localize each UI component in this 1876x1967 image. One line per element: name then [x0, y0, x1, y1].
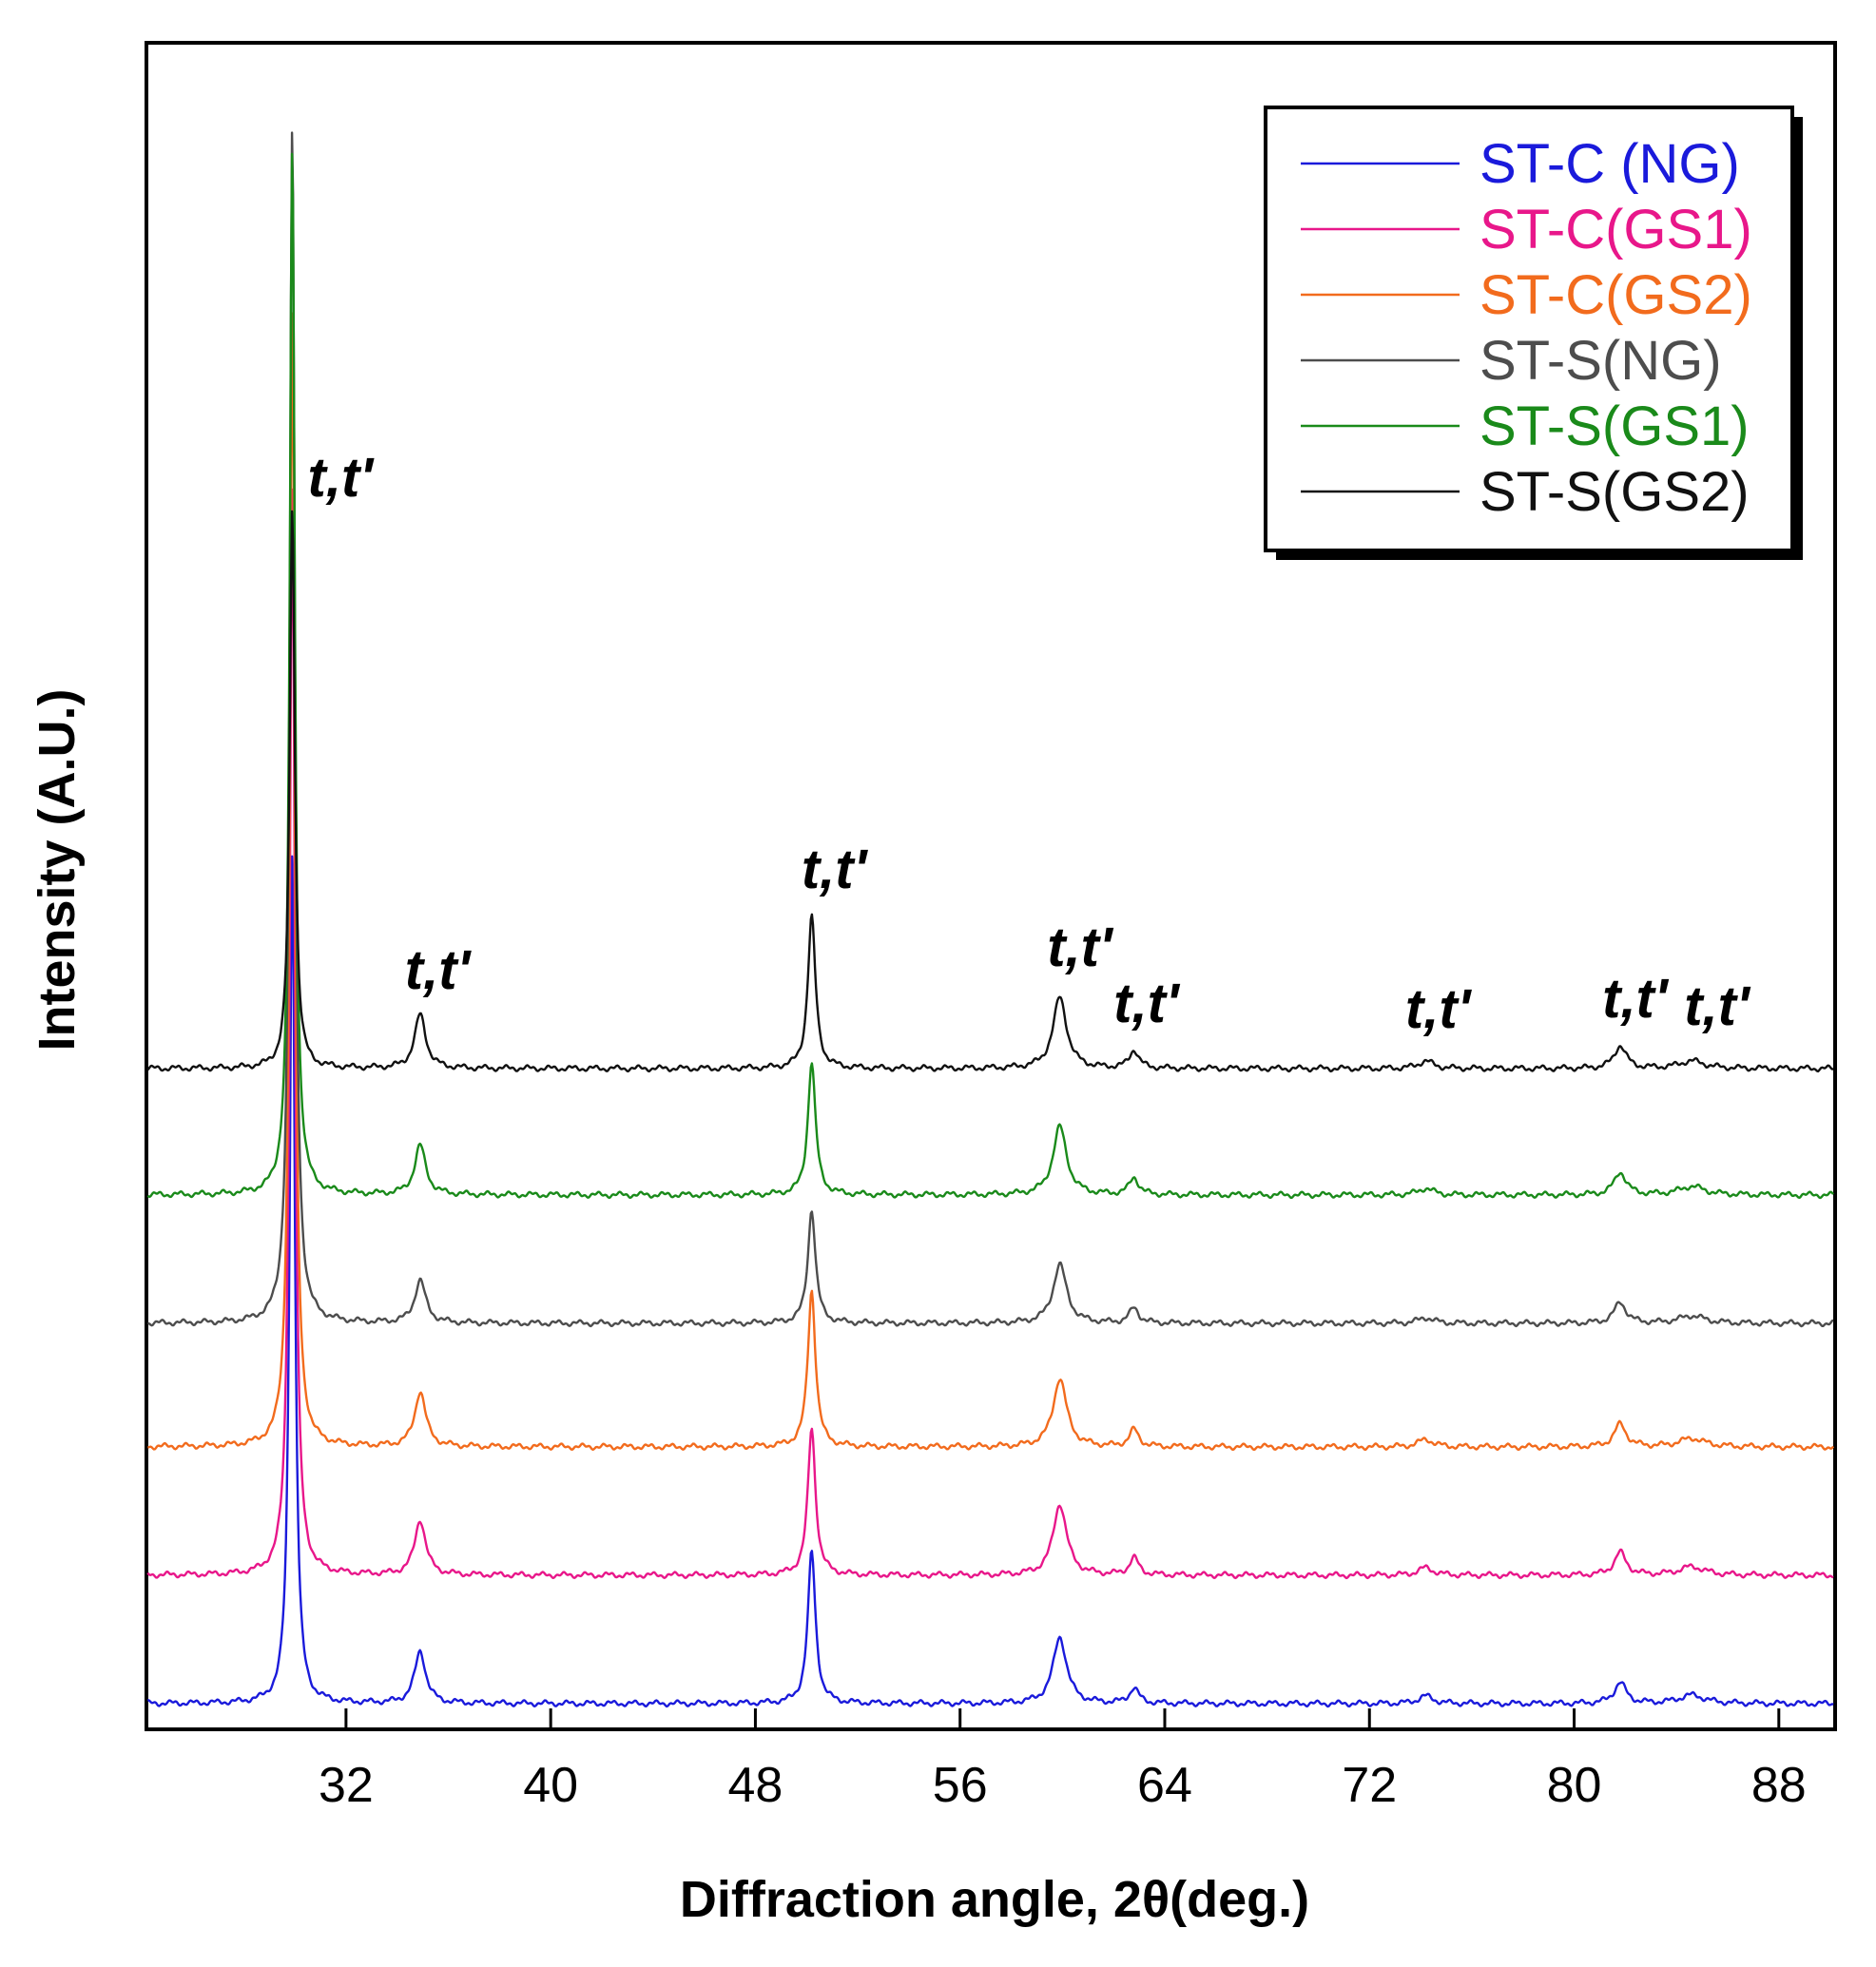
- x-tick-label: 64: [1137, 1758, 1192, 1813]
- series-line-st-c-gs2: [147, 312, 1835, 1452]
- legend-label: ST-C (NG): [1480, 133, 1740, 195]
- x-tick-label: 32: [319, 1758, 374, 1813]
- x-axis-title: Diffraction angle, 2θ(deg.): [680, 1871, 1309, 1928]
- peak-label: t,t': [1602, 968, 1670, 1030]
- series-line-st-c-ng: [146, 855, 1834, 1708]
- legend-label: ST-S(GS1): [1480, 395, 1750, 457]
- x-tick-label: 88: [1751, 1758, 1807, 1813]
- legend: ST-C (NG)ST-C(GS1)ST-C(GS2)ST-S(NG)ST-S(…: [1264, 106, 1803, 560]
- legend-label: ST-C(GS1): [1480, 199, 1752, 260]
- series-line-st-s-gs2: [146, 510, 1834, 1073]
- series-line-st-c-gs1: [146, 488, 1834, 1580]
- legend-box: [1264, 106, 1794, 552]
- legend-label: ST-S(NG): [1480, 330, 1722, 392]
- series-line-st-s-ng: [147, 131, 1834, 1328]
- x-tick-label: 40: [523, 1758, 578, 1813]
- x-axis-ticks: 32 40 48 56 64 72 80 88: [319, 1708, 1807, 1813]
- peak-label: t,t': [1684, 975, 1751, 1037]
- peak-annotations: t,t't,t't,t't,t't,t' t,t' t,t' t,t': [308, 447, 1751, 1040]
- legend-label: ST-C(GS2): [1480, 264, 1752, 326]
- x-tick-label: 80: [1547, 1758, 1602, 1813]
- peak-label: t,t': [1047, 916, 1114, 978]
- series-line-st-s-gs1: [146, 152, 1834, 1200]
- x-tick-label: 72: [1342, 1758, 1397, 1813]
- peak-label: t,t': [802, 839, 869, 900]
- peak-label: t,t': [1405, 978, 1473, 1040]
- series-layer: [146, 131, 1835, 1708]
- y-axis-title: Intensity (A.U.): [29, 688, 86, 1051]
- x-tick-label: 56: [933, 1758, 988, 1813]
- x-tick-label: 48: [728, 1758, 783, 1813]
- peak-label: t,t': [405, 939, 473, 1001]
- peak-label: t,t': [308, 447, 376, 509]
- legend-label: ST-S(GS2): [1480, 461, 1750, 523]
- peak-label: t,t': [1113, 973, 1181, 1034]
- plot-area-frame: [145, 41, 1837, 1731]
- legend-items: ST-C (NG)ST-C(GS1)ST-C(GS2)ST-S(NG)ST-S(…: [1301, 133, 1752, 523]
